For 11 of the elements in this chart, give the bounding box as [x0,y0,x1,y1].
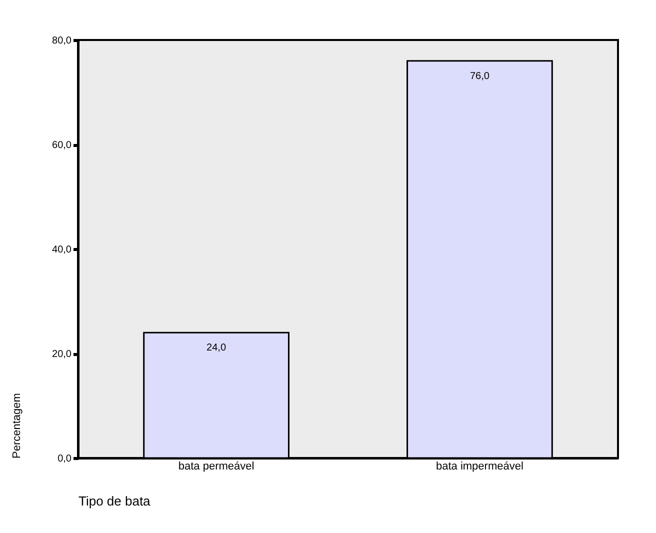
data-label: 76,0 [470,70,490,82]
data-label: 24,0 [206,342,226,354]
y-tick-label: 80,0 [52,36,72,46]
x-axis-title: Tipo de bata [78,494,152,508]
y-tick-label: 20,0 [52,349,72,360]
y-tick-label: 60,0 [52,140,72,151]
y-tick-label: 0,0 [58,454,72,464]
y-axis-title: Percentagem [11,393,24,458]
x-tick-label: bata impermeável [436,460,524,472]
x-tick-label: bata permeável [178,460,254,472]
y-tick-label: 40,0 [52,244,72,256]
